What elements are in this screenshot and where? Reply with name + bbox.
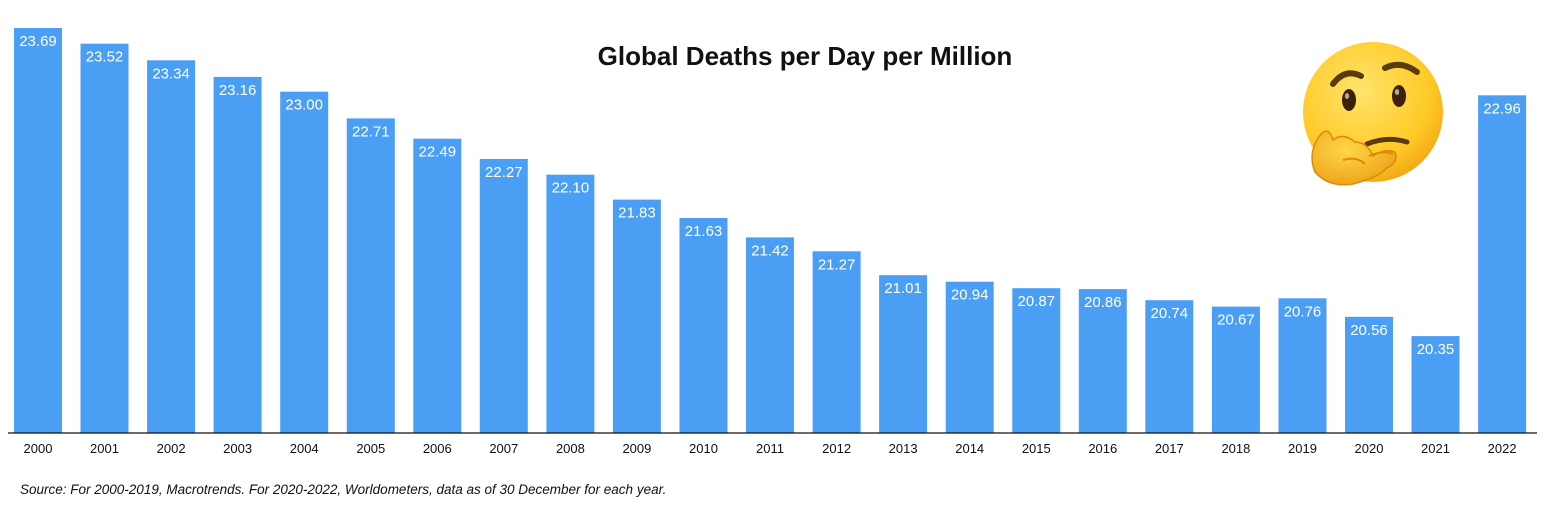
bar-2000 xyxy=(14,28,62,433)
x-tick-label-2002: 2002 xyxy=(157,441,186,456)
bar-2018 xyxy=(1211,306,1260,433)
x-tick-label-2018: 2018 xyxy=(1221,441,1250,456)
bar-value-label-2003: 23.16 xyxy=(219,82,257,99)
bar-value-label-2010: 21.63 xyxy=(685,223,723,240)
bar-value-label-2002: 23.34 xyxy=(152,65,190,82)
bar-2004 xyxy=(280,91,329,433)
bar-value-label-2006: 22.49 xyxy=(419,144,457,161)
bar-value-label-2014: 20.94 xyxy=(951,287,989,304)
bar-value-label-2005: 22.71 xyxy=(352,123,390,140)
x-tick-label-2005: 2005 xyxy=(356,441,385,456)
bar-value-label-2011: 21.42 xyxy=(751,242,789,259)
x-tick-label-2016: 2016 xyxy=(1088,441,1117,456)
x-tick-label-2003: 2003 xyxy=(223,441,252,456)
bar-2009 xyxy=(612,199,661,433)
bars xyxy=(14,28,1527,434)
x-tick-label-2022: 2022 xyxy=(1488,441,1517,456)
x-tick-label-2021: 2021 xyxy=(1421,441,1450,456)
bar-2017 xyxy=(1145,300,1194,433)
x-tick-label-2007: 2007 xyxy=(489,441,518,456)
bar-value-label-2012: 21.27 xyxy=(818,256,856,273)
x-tick-label-2012: 2012 xyxy=(822,441,851,456)
bar-value-label-2000: 23.69 xyxy=(19,33,57,50)
chart-title: Global Deaths per Day per Million xyxy=(598,41,1013,71)
bar-2014 xyxy=(945,281,994,433)
bar-2016 xyxy=(1078,289,1127,433)
bar-2003 xyxy=(213,76,262,434)
bar-value-label-2018: 20.67 xyxy=(1217,312,1255,329)
bar-value-label-2004: 23.00 xyxy=(285,97,323,114)
bar-2013 xyxy=(879,275,928,433)
x-tick-label-2015: 2015 xyxy=(1022,441,1051,456)
bar-2012 xyxy=(812,251,861,433)
bar-value-label-2008: 22.10 xyxy=(552,180,590,197)
bar-value-label-2019: 20.76 xyxy=(1284,303,1322,320)
x-tick-label-2010: 2010 xyxy=(689,441,718,456)
x-tick-label-2006: 2006 xyxy=(423,441,452,456)
x-tick-label-2011: 2011 xyxy=(756,441,784,456)
bar-2007 xyxy=(479,159,528,433)
bar-2008 xyxy=(546,174,595,433)
bar-2020 xyxy=(1345,316,1393,433)
bar-2021 xyxy=(1411,336,1460,433)
x-tick-label-2014: 2014 xyxy=(955,441,984,456)
x-tick-label-2000: 2000 xyxy=(24,441,53,456)
bar-value-label-2001: 23.52 xyxy=(86,49,124,66)
x-tick-label-2001: 2001 xyxy=(90,441,119,456)
x-tick-label-2013: 2013 xyxy=(889,441,918,456)
bar-value-label-2009: 21.83 xyxy=(618,205,656,222)
bar-value-label-2013: 21.01 xyxy=(884,280,922,297)
x-tick-label-2004: 2004 xyxy=(290,441,319,456)
x-tick-label-2020: 2020 xyxy=(1355,441,1384,456)
bar-2006 xyxy=(413,138,462,433)
bar-2015 xyxy=(1012,288,1061,433)
source-note: Source: For 2000-2019, Macrotrends. For … xyxy=(20,482,666,497)
bar-2011 xyxy=(746,237,794,433)
bar-value-label-2007: 22.27 xyxy=(485,164,523,181)
bar-2019 xyxy=(1278,298,1327,433)
x-tick-label-2009: 2009 xyxy=(622,441,651,456)
thinking-face-icon xyxy=(1303,42,1443,186)
bar-2001 xyxy=(80,43,129,433)
bar-2022 xyxy=(1478,95,1527,434)
bar-value-label-2016: 20.86 xyxy=(1084,294,1122,311)
bar-2002 xyxy=(147,60,196,434)
bar-2010 xyxy=(679,218,728,433)
x-tick-label-2008: 2008 xyxy=(556,441,585,456)
bar-labels: 23.69 23.52 23.34 23.16 23.00 22.71 22.49 22.27… xyxy=(19,33,1521,358)
x-tick-label-2017: 2017 xyxy=(1155,441,1184,456)
x-tick-labels: 2000 2001 2002 2003 2004 2005 2006 2007 2008 2009… xyxy=(24,441,1517,456)
bar-value-label-2017: 20.74 xyxy=(1151,305,1189,322)
bar-value-label-2020: 20.56 xyxy=(1350,322,1388,339)
bar-value-label-2015: 20.87 xyxy=(1018,293,1056,310)
x-tick-label-2019: 2019 xyxy=(1288,441,1317,456)
bar-2005 xyxy=(346,118,395,434)
bar-value-label-2021: 20.35 xyxy=(1417,341,1455,358)
bar-value-label-2022: 22.96 xyxy=(1483,100,1521,117)
